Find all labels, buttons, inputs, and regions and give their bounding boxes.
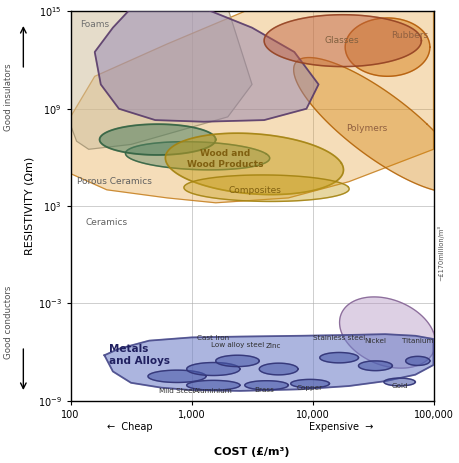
Polygon shape <box>259 363 298 375</box>
X-axis label: COST (£/m³): COST (£/m³) <box>214 447 290 457</box>
Text: Polymers: Polymers <box>347 124 388 133</box>
Polygon shape <box>71 8 433 203</box>
Text: Wood and
Wood Products: Wood and Wood Products <box>187 150 263 169</box>
Polygon shape <box>294 57 459 193</box>
Polygon shape <box>95 8 319 122</box>
Text: Low alloy steel: Low alloy steel <box>211 342 264 348</box>
Polygon shape <box>291 379 330 388</box>
Text: Aluminium: Aluminium <box>194 388 233 394</box>
Polygon shape <box>71 8 252 149</box>
Polygon shape <box>187 363 240 375</box>
Polygon shape <box>165 133 343 194</box>
Text: Cast Iron: Cast Iron <box>197 335 230 341</box>
Polygon shape <box>340 297 436 368</box>
Polygon shape <box>406 357 430 365</box>
Polygon shape <box>358 361 392 371</box>
Polygon shape <box>264 15 421 67</box>
Text: ~£170million/m³: ~£170million/m³ <box>437 225 444 281</box>
Polygon shape <box>148 370 206 382</box>
Text: Composites: Composites <box>228 186 281 195</box>
Text: Stainless steel: Stainless steel <box>313 335 365 341</box>
Text: Rubbers: Rubbers <box>391 31 428 40</box>
Text: Ceramics: Ceramics <box>85 218 127 227</box>
Text: Foams: Foams <box>80 19 109 29</box>
Polygon shape <box>100 124 216 155</box>
Text: Metals
and Alloys: Metals and Alloys <box>109 344 170 366</box>
Polygon shape <box>384 378 415 386</box>
Text: Titanium: Titanium <box>402 338 434 344</box>
Polygon shape <box>216 355 259 367</box>
Text: Porous Ceramics: Porous Ceramics <box>77 177 151 186</box>
Polygon shape <box>125 142 270 170</box>
Text: Expensive  →: Expensive → <box>308 422 373 432</box>
Text: Nickel: Nickel <box>364 338 386 344</box>
Polygon shape <box>184 175 349 201</box>
Polygon shape <box>187 381 240 390</box>
Text: Brass: Brass <box>254 387 274 393</box>
Text: Good conductors: Good conductors <box>4 286 13 359</box>
Y-axis label: RESISTIVITY (Ωm): RESISTIVITY (Ωm) <box>25 157 35 255</box>
Text: Zinc: Zinc <box>266 343 281 349</box>
Polygon shape <box>245 381 288 390</box>
Text: ←  Cheap: ← Cheap <box>107 422 152 432</box>
Polygon shape <box>320 352 358 363</box>
Text: Gold: Gold <box>392 383 408 389</box>
Text: Copper: Copper <box>297 385 323 391</box>
Text: Good insulators: Good insulators <box>4 63 13 131</box>
Polygon shape <box>345 18 430 76</box>
Text: Mild Steel: Mild Steel <box>159 388 195 394</box>
Polygon shape <box>104 334 433 391</box>
Text: Glasses: Glasses <box>325 36 359 45</box>
